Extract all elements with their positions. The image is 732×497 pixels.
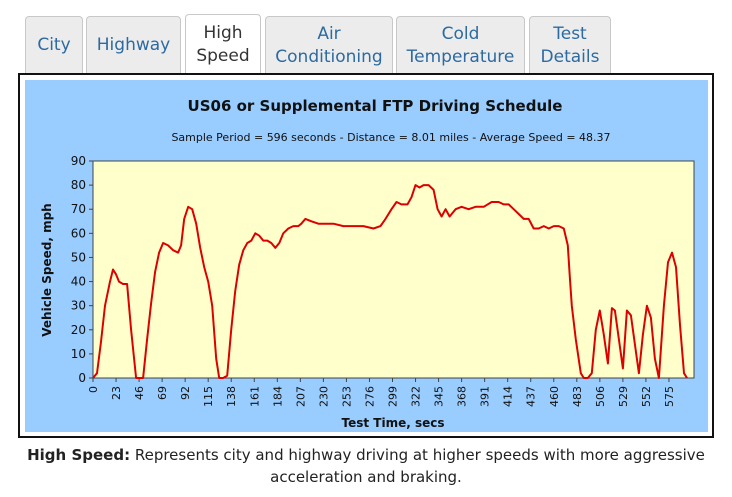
x-tick-label: 414 <box>502 386 515 407</box>
tab-city[interactable]: City <box>25 16 83 74</box>
y-tick-label: 80 <box>71 178 86 192</box>
y-tick-label: 40 <box>71 275 86 289</box>
speed-series-line <box>92 184 688 379</box>
x-tick-label: 207 <box>294 386 307 407</box>
chart-title: US06 or Supplemental FTP Driving Schedul… <box>188 97 563 115</box>
y-tick-label: 10 <box>71 347 86 361</box>
x-tick-label: 161 <box>248 386 261 407</box>
x-tick-label: 460 <box>548 386 561 407</box>
tab-label: Test Details <box>540 23 600 67</box>
x-tick-label: 391 <box>479 386 492 407</box>
tab-label: Air Conditioning <box>275 23 383 67</box>
tab-label: Highway <box>96 35 171 55</box>
y-tick-label: 20 <box>71 323 86 337</box>
x-tick-label: 575 <box>663 386 676 407</box>
x-tick-label: 115 <box>202 386 215 407</box>
tab-label: High Speed <box>196 22 250 66</box>
chart-subtitle: Sample Period = 596 seconds - Distance =… <box>171 131 610 144</box>
tab-high-speed[interactable]: High Speed <box>185 14 261 74</box>
x-tick-label: 69 <box>156 386 169 400</box>
description-title: High Speed: <box>27 446 131 464</box>
x-tick-label: 368 <box>456 386 469 407</box>
x-tick-label: 276 <box>363 386 376 407</box>
y-tick-label: 70 <box>71 202 86 216</box>
x-tick-label: 23 <box>110 386 123 400</box>
x-axis: 0 23 46 69 92 115 138 161 184 207 230 253 276 299 322 3… <box>87 378 676 407</box>
tab-test-details[interactable]: Test Details <box>529 16 611 74</box>
tab-label: City <box>37 35 71 55</box>
x-tick-label: 483 <box>571 386 584 407</box>
x-tick-label: 345 <box>433 386 446 407</box>
y-tick-label: 60 <box>71 226 86 240</box>
x-tick-label: 0 <box>87 386 100 393</box>
x-tick-label: 253 <box>340 386 353 407</box>
description-text: Represents city and highway driving at h… <box>130 446 705 486</box>
x-tick-label: 437 <box>525 386 538 407</box>
x-tick-label: 138 <box>225 386 238 407</box>
tab-label: Cold Temperature <box>406 23 515 67</box>
x-axis-label: Test Time, secs <box>341 416 444 430</box>
y-tick-label: 0 <box>78 371 86 385</box>
x-tick-label: 299 <box>386 386 399 407</box>
y-tick-label: 50 <box>71 250 86 264</box>
x-tick-label: 184 <box>271 386 284 407</box>
plot-area <box>92 160 695 379</box>
tab-cold-temperature[interactable]: Cold Temperature <box>396 16 525 74</box>
x-tick-label: 92 <box>179 386 192 400</box>
tab-air-conditioning[interactable]: Air Conditioning <box>265 16 393 74</box>
y-axis-label: Vehicle Speed, mph <box>40 203 54 336</box>
tab-description: High Speed: Represents city and highway … <box>18 444 714 488</box>
y-tick-label: 90 <box>71 154 86 168</box>
x-tick-label: 322 <box>410 386 423 407</box>
x-tick-label: 552 <box>640 386 653 407</box>
tab-highway[interactable]: Highway <box>86 16 181 74</box>
x-tick-label: 230 <box>317 386 330 407</box>
chart-panel: US06 or Supplemental FTP Driving Schedul… <box>18 73 714 438</box>
y-axis: 0 10 20 30 40 50 60 70 80 90 <box>71 154 93 385</box>
chart-container: US06 or Supplemental FTP Driving Schedul… <box>25 80 708 432</box>
driving-schedule-chart: US06 or Supplemental FTP Driving Schedul… <box>25 80 708 432</box>
x-tick-label: 529 <box>617 386 630 407</box>
y-tick-label: 30 <box>71 299 86 313</box>
x-tick-label: 46 <box>133 386 146 400</box>
x-tick-label: 506 <box>594 386 607 407</box>
